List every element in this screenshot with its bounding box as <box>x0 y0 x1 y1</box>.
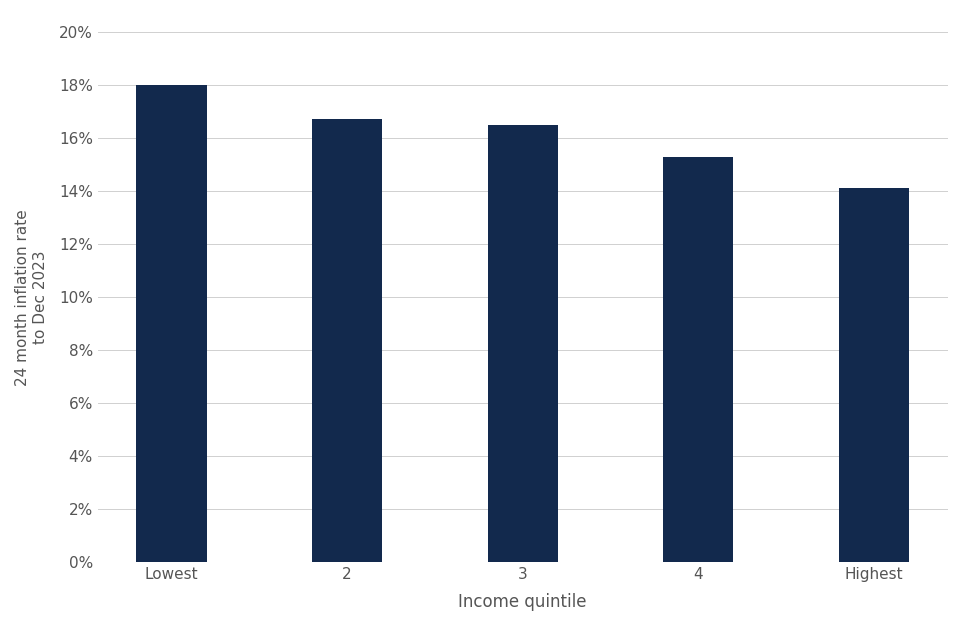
Bar <box>137 85 206 562</box>
X-axis label: Income quintile: Income quintile <box>458 593 587 612</box>
Bar <box>663 157 734 562</box>
Bar <box>312 119 382 562</box>
Bar <box>839 189 909 562</box>
Bar <box>488 125 558 562</box>
Y-axis label: 24 month inflation rate
to Dec 2023: 24 month inflation rate to Dec 2023 <box>16 209 48 385</box>
